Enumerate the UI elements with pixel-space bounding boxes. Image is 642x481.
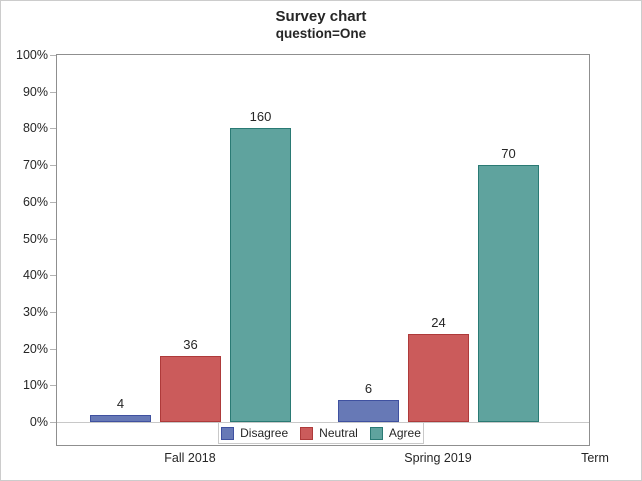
- y-tick-mark: [50, 311, 56, 313]
- legend: Disagree Neutral Agree: [218, 422, 424, 444]
- agree-swatch-icon: [369, 426, 383, 440]
- legend-entry-agree: Agree: [369, 426, 421, 440]
- y-tick-mark: [50, 165, 56, 167]
- bar-value-label-disagree-fall-2018: 4: [116, 395, 125, 411]
- bar-value-label-agree-fall-2018: 160: [249, 109, 272, 125]
- chart-title: Survey chart: [275, 8, 367, 25]
- legend-label-agree: Agree: [388, 426, 421, 440]
- y-tick-label: 10%: [22, 378, 48, 393]
- x-axis-title: Term: [581, 451, 609, 465]
- bar-value-label-agree-spring-2019: 70: [501, 146, 516, 162]
- y-tick-mark: [50, 385, 56, 387]
- y-tick-label: 30%: [22, 304, 48, 319]
- y-tick-mark: [50, 201, 56, 203]
- x-category-spring-2019: Spring 2019: [404, 451, 472, 465]
- y-tick-label: 80%: [22, 121, 48, 136]
- legend-label-neutral: Neutral: [319, 426, 358, 440]
- y-tick-mark: [50, 55, 56, 56]
- y-tick-label: 60%: [22, 194, 48, 209]
- legend-entry-neutral: Neutral: [300, 426, 358, 440]
- y-tick-mark: [50, 422, 56, 423]
- x-category-fall-2018: Fall 2018: [164, 451, 216, 465]
- y-tick-mark: [50, 275, 56, 277]
- y-tick-label: 20%: [22, 341, 48, 356]
- y-tick-mark: [50, 91, 56, 93]
- bar-disagree-fall-2018: [90, 414, 151, 422]
- y-tick-label: 100%: [16, 48, 48, 62]
- bar-agree-fall-2018: [230, 128, 291, 422]
- legend-label-disagree: Disagree: [240, 426, 289, 440]
- plot-area: Disagree Neutral Agree 4 36 160 6 24 70: [56, 54, 590, 446]
- bar-agree-spring-2019: [478, 165, 539, 422]
- bar-disagree-spring-2019: [338, 399, 399, 422]
- y-tick-mark: [50, 238, 56, 240]
- chart-subtitle: question=One: [275, 26, 367, 41]
- neutral-swatch-icon: [300, 426, 314, 440]
- y-tick-label: 70%: [22, 158, 48, 173]
- y-tick-label: 40%: [22, 268, 48, 283]
- y-tick-label: 50%: [22, 231, 48, 246]
- bar-neutral-spring-2019: [408, 333, 469, 422]
- y-tick-label: 90%: [22, 84, 48, 99]
- disagree-swatch-icon: [221, 426, 235, 440]
- bar-value-label-disagree-spring-2019: 6: [364, 380, 373, 396]
- y-tick-mark: [50, 128, 56, 130]
- y-tick-label: 0%: [29, 415, 48, 429]
- bar-value-label-neutral-spring-2019: 24: [431, 314, 446, 330]
- legend-entry-disagree: Disagree: [221, 426, 288, 440]
- bar-value-label-neutral-fall-2018: 36: [183, 336, 198, 352]
- y-tick-mark: [50, 348, 56, 350]
- bar-neutral-fall-2018: [160, 355, 221, 422]
